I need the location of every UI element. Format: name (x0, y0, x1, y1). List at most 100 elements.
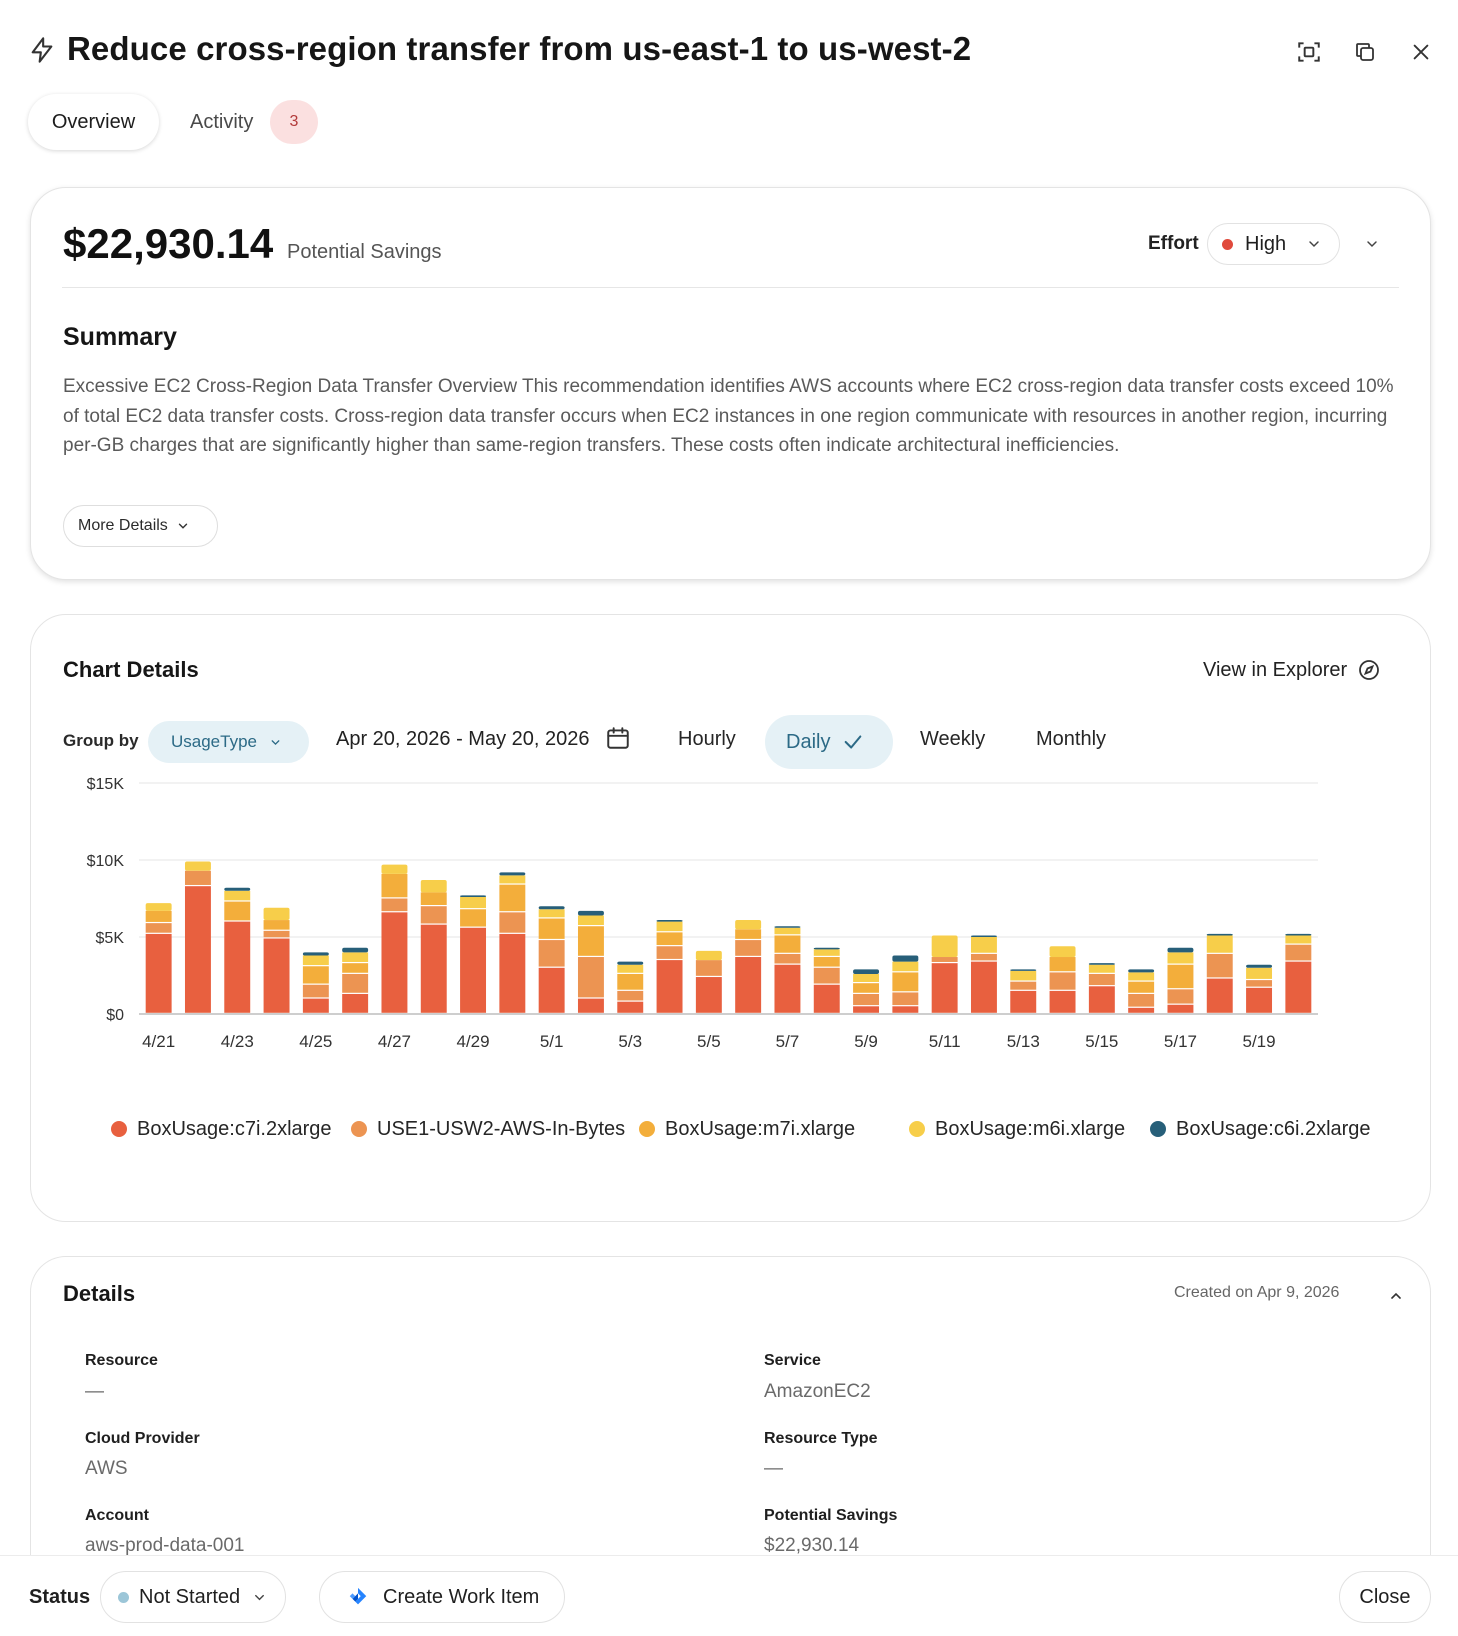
bar-segment (1010, 970, 1037, 981)
bar-segment (577, 957, 604, 998)
potential-savings-value: $22,930.14 (764, 1535, 860, 1556)
group-by-select[interactable]: UsageType (148, 721, 309, 763)
bar-segment (538, 967, 565, 1013)
bar-segment (538, 906, 565, 910)
create-work-item-label: Create Work Item (383, 1585, 540, 1608)
bar-segment (342, 963, 369, 973)
bar-segment (145, 923, 172, 933)
create-work-item-button[interactable]: Create Work Item (319, 1571, 565, 1623)
savings-card-toggle[interactable] (1356, 228, 1388, 260)
bar-segment (656, 932, 683, 946)
legend-item[interactable]: BoxUsage:c7i.2xlarge (111, 1115, 332, 1143)
legend-label: BoxUsage:m6i.xlarge (935, 1117, 1126, 1140)
close-panel-button[interactable] (1403, 34, 1439, 70)
potential-savings-label: Potential Savings (764, 1507, 898, 1524)
x-tick-label: 5/11 (929, 1032, 961, 1051)
bar-segment (577, 926, 604, 956)
bar-segment (931, 935, 958, 958)
bar-segment (1049, 972, 1076, 990)
account-value: aws-prod-data-001 (85, 1535, 245, 1556)
legend-item[interactable]: USE1-USW2-AWS-In-Bytes (351, 1115, 625, 1143)
legend-label: BoxUsage:c6i.2xlarge (1176, 1117, 1371, 1140)
bar-segment (853, 1006, 880, 1013)
copy-button[interactable] (1347, 34, 1383, 70)
period-weekly[interactable]: Weekly (920, 728, 986, 750)
chevron-up-icon (1391, 1292, 1401, 1299)
status-select[interactable]: Not Started (100, 1571, 286, 1623)
bar-segment (381, 864, 408, 874)
tab-overview[interactable]: Overview (28, 94, 159, 150)
bar-segment (931, 957, 958, 962)
bar-segment (774, 953, 801, 964)
activity-count-badge: 3 (270, 100, 318, 144)
chevron-down-icon (178, 523, 188, 529)
bar-segment (263, 920, 290, 930)
summary-text: Excessive EC2 Cross-Region Data Transfer… (63, 376, 1394, 456)
savings-label: Potential Savings (287, 241, 442, 263)
bar-segment (1167, 947, 1194, 953)
bar-segment (892, 955, 919, 962)
bar-segment (1049, 990, 1076, 1013)
bar-segment (577, 915, 604, 926)
bar-segment (1285, 944, 1312, 961)
cloud-provider-value: AWS (85, 1458, 128, 1479)
bar-segment (931, 963, 958, 1013)
resource-label: Resource (85, 1352, 158, 1369)
bar-segment (853, 993, 880, 1006)
legend-swatch (909, 1121, 925, 1137)
bar-segment (499, 872, 526, 876)
savings-amount: $22,930.14 (63, 220, 274, 267)
bar-segment (735, 940, 762, 956)
bar-segment (420, 906, 447, 924)
bar-segment (695, 960, 722, 976)
status-dot (118, 1591, 129, 1603)
more-details-button[interactable]: More Details (63, 505, 218, 547)
resource-type-label: Resource Type (764, 1430, 878, 1447)
period-daily-label: Daily (786, 730, 831, 753)
period-hourly[interactable]: Hourly (678, 728, 736, 750)
page-title: Reduce cross-region transfer from us-eas… (67, 30, 972, 67)
chevron-down-icon (1367, 241, 1377, 248)
legend-item[interactable]: BoxUsage:m7i.xlarge (639, 1115, 855, 1143)
bar-segment (1167, 1004, 1194, 1013)
bar-segment (735, 920, 762, 930)
effort-select[interactable]: High (1207, 223, 1340, 265)
effort-value: High (1245, 232, 1287, 255)
bar-segment (145, 903, 172, 911)
bar-segment (460, 909, 487, 927)
bar-segment (1049, 957, 1076, 972)
bar-segment (617, 961, 644, 965)
focus-mode-button[interactable] (1291, 34, 1327, 70)
bar-segment (1049, 946, 1076, 958)
legend-item[interactable]: BoxUsage:c6i.2xlarge (1150, 1115, 1371, 1143)
bar-segment (381, 873, 408, 898)
bar-segment (1167, 952, 1194, 964)
legend-label: BoxUsage:m7i.xlarge (665, 1117, 856, 1140)
cloud-provider-label: Cloud Provider (85, 1430, 200, 1447)
details-title: Details (63, 1281, 136, 1306)
close-icon (1413, 44, 1429, 60)
bar-segment (774, 935, 801, 953)
close-button[interactable]: Close (1339, 1571, 1431, 1623)
legend-label: USE1-USW2-AWS-In-Bytes (377, 1117, 626, 1140)
details-collapse-button[interactable] (1381, 1281, 1411, 1311)
resource-value: — (85, 1381, 104, 1402)
bar-segment (184, 870, 211, 885)
bar-segment (420, 892, 447, 905)
x-tick-label: 5/13 (1007, 1032, 1040, 1051)
x-tick-label: 5/19 (1243, 1032, 1276, 1051)
legend-item[interactable]: BoxUsage:m6i.xlarge (909, 1115, 1125, 1143)
bar-segment (342, 973, 369, 993)
tab-activity[interactable]: Activity (190, 110, 254, 133)
period-daily[interactable]: Daily (765, 715, 893, 769)
period-monthly[interactable]: Monthly (1036, 728, 1107, 750)
bar-segment (1246, 967, 1273, 979)
calendar-icon[interactable] (605, 725, 631, 751)
date-range-picker[interactable]: Apr 20, 2026 - May 20, 2026 (336, 728, 590, 750)
view-in-explorer-link[interactable]: View in Explorer (1203, 655, 1381, 685)
bar-segment (735, 929, 762, 939)
bar-segment (1285, 935, 1312, 944)
bar-segment (892, 972, 919, 992)
status-label: Status (29, 1586, 91, 1608)
focus-icon (1298, 42, 1320, 62)
